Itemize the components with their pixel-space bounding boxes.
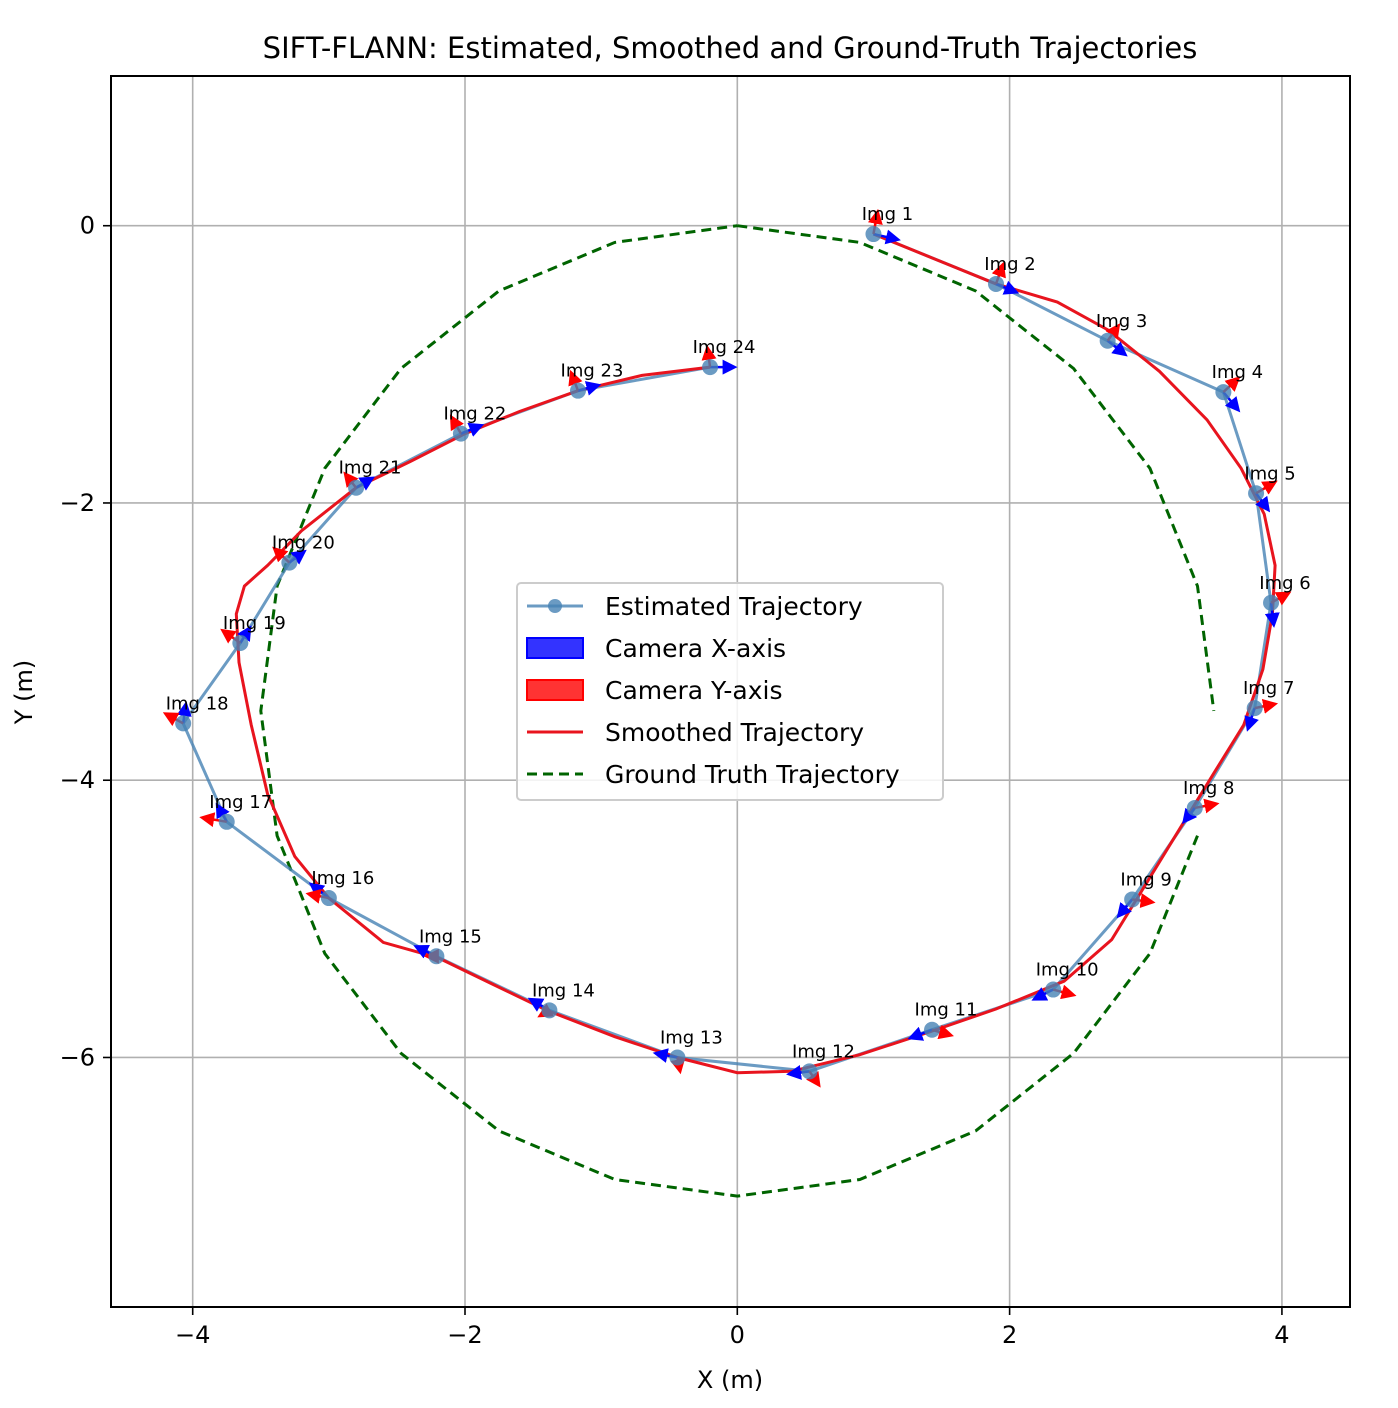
- x-tick-label: 0: [730, 1321, 745, 1349]
- estimated-point: [1186, 799, 1203, 816]
- point-label: Img 9: [1120, 869, 1171, 890]
- estimated-point: [1099, 332, 1116, 349]
- legend-box: [516, 582, 944, 801]
- point-label: Img 14: [532, 980, 595, 1001]
- estimated-points: [175, 226, 1280, 1080]
- x-tick-label: 2: [1002, 1321, 1017, 1349]
- estimated-point: [320, 890, 337, 907]
- x-tick-label: −2: [447, 1321, 482, 1349]
- estimated-point: [1248, 485, 1265, 502]
- estimated-point: [428, 948, 445, 965]
- estimated-point: [1263, 594, 1280, 611]
- estimated-point: [281, 554, 298, 571]
- estimated-point: [541, 1002, 558, 1019]
- legend-smoothed-label: Smoothed Trajectory: [605, 718, 864, 747]
- y-tick-label: −2: [60, 489, 95, 517]
- point-labels: Img 1 Img 2 Img 3 Img 4 Img 5 Img 6 Img 7 Img 8…: [166, 204, 1311, 1062]
- point-label: Img 7: [1243, 678, 1294, 699]
- point-label: Img 2: [984, 254, 1035, 275]
- estimated-point: [175, 715, 192, 732]
- estimated-point: [865, 226, 882, 243]
- plot-area: Img 1 Img 2 Img 3 Img 4 Img 5 Img 6 Img 7 Img 8…: [162, 204, 1311, 1198]
- legend-camera-x-label: Camera X-axis: [605, 634, 786, 663]
- legend: Estimated Trajectory Camera X-axis Camer…: [516, 582, 944, 801]
- point-label: Img 4: [1212, 362, 1263, 383]
- estimated-point: [801, 1063, 818, 1080]
- point-label: Img 12: [792, 1041, 855, 1062]
- legend-ground-truth-label: Ground Truth Trajectory: [605, 760, 900, 789]
- point-label: Img 8: [1183, 778, 1234, 799]
- estimated-point: [218, 813, 235, 830]
- chart-title: SIFT-FLANN: Estimated, Smoothed and Grou…: [263, 31, 1198, 65]
- estimated-point: [1246, 700, 1263, 717]
- point-label: Img 18: [166, 693, 229, 714]
- point-label: Img 3: [1096, 311, 1147, 332]
- y-tick-label: −4: [60, 766, 95, 794]
- estimated-point: [1215, 384, 1232, 401]
- point-label: Img 15: [419, 926, 482, 947]
- legend-estimated-label: Estimated Trajectory: [605, 592, 863, 621]
- legend-camera-y-swatch: [526, 679, 584, 701]
- y-tick-label: 0: [80, 212, 95, 240]
- point-label: Img 21: [339, 458, 402, 479]
- estimated-point: [924, 1021, 941, 1038]
- x-tick-label: 4: [1274, 1321, 1289, 1349]
- plot-frame: [110, 75, 1351, 1308]
- point-label: Img 23: [561, 361, 624, 382]
- point-label: Img 6: [1259, 573, 1310, 594]
- estimated-point: [702, 359, 719, 376]
- y-tick-label: −6: [60, 1043, 95, 1071]
- estimated-point: [570, 382, 587, 399]
- point-label: Img 1: [862, 204, 913, 225]
- x-tick-label: −4: [175, 1321, 210, 1349]
- estimated-point: [1045, 981, 1062, 998]
- legend-camera-x-swatch: [526, 637, 584, 659]
- estimated-point: [988, 275, 1004, 292]
- point-label: Img 16: [311, 868, 374, 889]
- smoothed-trajectory-line: [234, 232, 1277, 1075]
- legend-camera-y-label: Camera Y-axis: [605, 676, 782, 705]
- point-label: Img 20: [272, 533, 335, 554]
- point-label: Img 17: [209, 792, 272, 813]
- estimated-point: [669, 1049, 686, 1066]
- estimated-point: [348, 479, 365, 496]
- point-label: Img 19: [223, 613, 286, 634]
- legend-estimated-marker: [548, 599, 562, 613]
- y-axis-ticks: 0 −2 −4 −6: [60, 212, 111, 1071]
- estimated-point: [452, 425, 469, 442]
- point-label: Img 11: [915, 1000, 978, 1021]
- estimated-point: [1124, 891, 1141, 908]
- point-label: Img 24: [693, 337, 756, 358]
- point-label: Img 22: [443, 404, 506, 425]
- point-label: Img 5: [1244, 463, 1295, 484]
- point-label: Img 13: [660, 1027, 723, 1048]
- x-axis-label: X (m): [697, 1366, 763, 1394]
- x-axis-ticks: −4 −2 0 2 4: [175, 1307, 1290, 1349]
- estimated-point: [232, 634, 249, 651]
- point-label: Img 10: [1036, 960, 1099, 981]
- y-axis-label: Y (m): [10, 660, 38, 725]
- ground-truth-line: [259, 224, 1216, 1198]
